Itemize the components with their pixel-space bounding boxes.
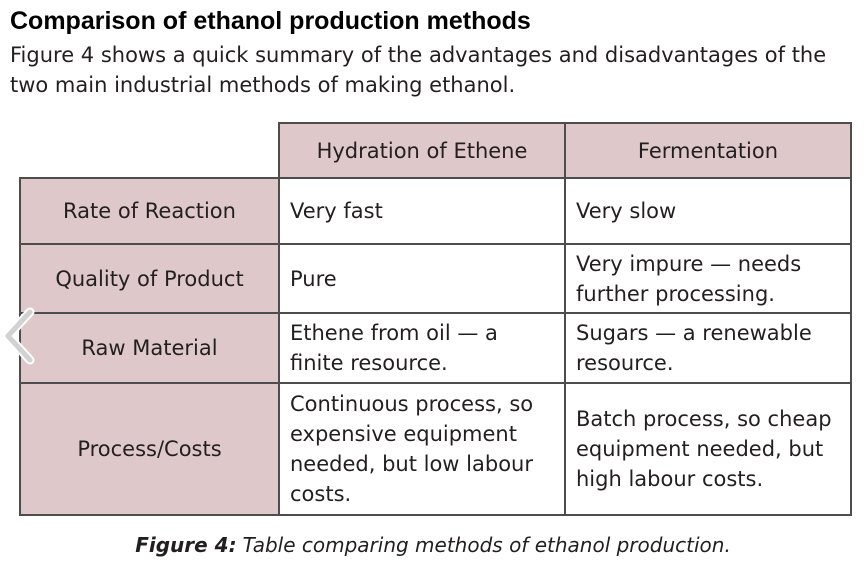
table-row: Rate of Reaction Very fast Very slow — [19, 177, 852, 245]
intro-paragraph: Figure 4 shows a quick summary of the ad… — [10, 43, 827, 97]
table-cell: Pure — [278, 243, 566, 314]
row-header-raw-material: Raw Material — [19, 312, 280, 384]
column-header-fermentation: Fermentation — [564, 122, 852, 179]
section-heading: Comparison of ethanol production methods — [10, 7, 531, 35]
figure-caption-text: Table comparing methods of ethanol produ… — [242, 533, 731, 557]
figure-caption: Figure 4: Table comparing methods of etha… — [0, 531, 866, 559]
table-row: Quality of Product Pure Very impure — ne… — [19, 243, 852, 314]
table-cell: Very slow — [564, 177, 852, 245]
figure-caption-label: Figure 4: — [135, 533, 237, 557]
comparison-table: Hydration of Ethene Fermentation Rate of… — [19, 122, 852, 516]
column-header-hydration: Hydration of Ethene — [278, 122, 566, 179]
table-row: Raw Material Ethene from oil — a finite … — [19, 312, 852, 384]
table-row: Process/Costs Continuous process, so exp… — [19, 382, 852, 516]
row-header-quality: Quality of Product — [19, 243, 280, 314]
table-corner — [20, 123, 279, 178]
table-cell: Sugars — a renewable resource. — [564, 312, 852, 384]
table-cell: Ethene from oil — a finite resource. — [278, 312, 566, 384]
chevron-left-icon[interactable] — [0, 306, 36, 366]
row-header-process-costs: Process/Costs — [19, 382, 280, 516]
row-header-rate: Rate of Reaction — [19, 177, 280, 245]
table-cell: Continuous process, so expensive equipme… — [278, 382, 566, 516]
table-cell: Batch process, so cheap equipment needed… — [564, 382, 852, 516]
table-cell: Very impure — needs further processing. — [564, 243, 852, 314]
table-cell: Very fast — [278, 177, 566, 245]
